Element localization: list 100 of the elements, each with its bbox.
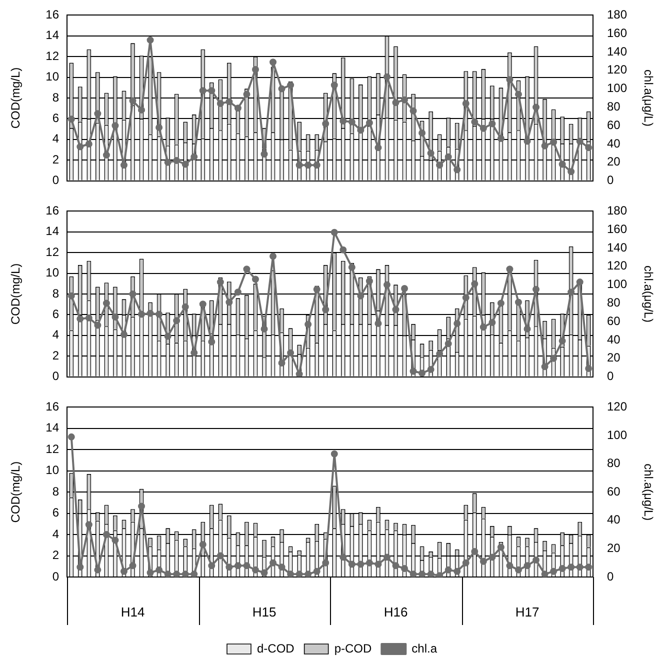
point [340, 118, 347, 124]
point [558, 160, 566, 168]
y-tick-label: 2 [52, 548, 60, 562]
point [392, 562, 400, 570]
y2-tick-label: 100 [607, 428, 628, 442]
text: H17 [515, 604, 540, 620]
point [444, 566, 452, 574]
point [558, 565, 566, 572]
point [357, 126, 364, 134]
point [401, 96, 408, 104]
y-tick-label: 4 [52, 132, 60, 146]
y-tick-label: 16 [46, 400, 60, 414]
point [234, 288, 242, 296]
y2-tick-label: 80 [607, 296, 621, 310]
y-axis-title: COD(mg/L) [8, 263, 23, 325]
point [216, 552, 224, 560]
y-tick-label: 16 [46, 204, 60, 218]
point [164, 158, 172, 166]
point [234, 104, 242, 112]
point [366, 119, 373, 126]
y-tick-label: 12 [46, 442, 60, 456]
point [182, 303, 189, 310]
point [190, 153, 198, 160]
point [585, 365, 592, 372]
y2-tick-label: 80 [607, 456, 621, 470]
point [199, 300, 206, 308]
point [313, 568, 320, 575]
point [462, 559, 470, 566]
point [226, 98, 233, 106]
y-tick-label: 6 [52, 111, 60, 126]
y2-tick-label: 0 [607, 173, 614, 188]
point [322, 120, 330, 128]
point [278, 564, 286, 571]
y2-tick-label: 160 [607, 26, 628, 40]
point [418, 570, 426, 577]
y-tick-label: 14 [46, 224, 60, 238]
point [392, 306, 400, 314]
y-axis-title: COD(mg/L) [8, 67, 23, 129]
point [410, 368, 417, 375]
point [226, 564, 233, 571]
point [506, 562, 514, 570]
y-tick-label: 8 [52, 484, 60, 498]
y-tick-label: 2 [52, 348, 60, 362]
point [190, 570, 198, 577]
point [506, 266, 514, 273]
point [199, 540, 206, 548]
point [374, 144, 382, 152]
y2-tick-label: 40 [607, 332, 621, 346]
point [313, 162, 320, 169]
point [112, 314, 119, 320]
point [216, 100, 224, 108]
point [366, 559, 373, 566]
point [480, 324, 487, 331]
point [568, 288, 575, 296]
point [418, 370, 426, 377]
point [576, 278, 584, 286]
point [383, 554, 390, 561]
point [226, 298, 233, 306]
point [322, 306, 330, 314]
point [392, 99, 400, 106]
point [410, 107, 417, 114]
point [488, 319, 496, 326]
point [330, 228, 338, 236]
point [120, 330, 128, 338]
point [480, 124, 487, 132]
point [383, 281, 390, 288]
point [146, 36, 154, 44]
point [550, 568, 558, 575]
point [322, 559, 330, 566]
point [541, 570, 548, 577]
point [576, 564, 584, 571]
y-tick-label: 10 [46, 463, 60, 478]
point [156, 566, 163, 574]
point [585, 144, 592, 152]
point [138, 502, 146, 510]
point [138, 106, 146, 114]
y2-tick-label: 20 [607, 350, 621, 365]
point [506, 76, 514, 84]
y-tick-label: 6 [52, 506, 60, 520]
point [68, 433, 75, 440]
y-axis-title: COD(mg/L) [8, 461, 23, 523]
point [374, 560, 382, 568]
y2-axis-title: chl.a(μg/L) [641, 464, 656, 521]
point [532, 286, 540, 293]
point [68, 116, 75, 123]
point [243, 90, 250, 98]
y-tick-label: 0 [52, 369, 60, 384]
point [497, 134, 504, 142]
point [94, 566, 102, 574]
point [427, 150, 434, 157]
point [340, 246, 347, 254]
point [164, 332, 172, 340]
point [444, 153, 452, 160]
y2-tick-label: 140 [607, 44, 628, 58]
point [243, 266, 250, 273]
point [270, 559, 277, 566]
point [252, 276, 259, 283]
point [488, 554, 496, 561]
point [138, 310, 146, 318]
point [76, 315, 84, 322]
